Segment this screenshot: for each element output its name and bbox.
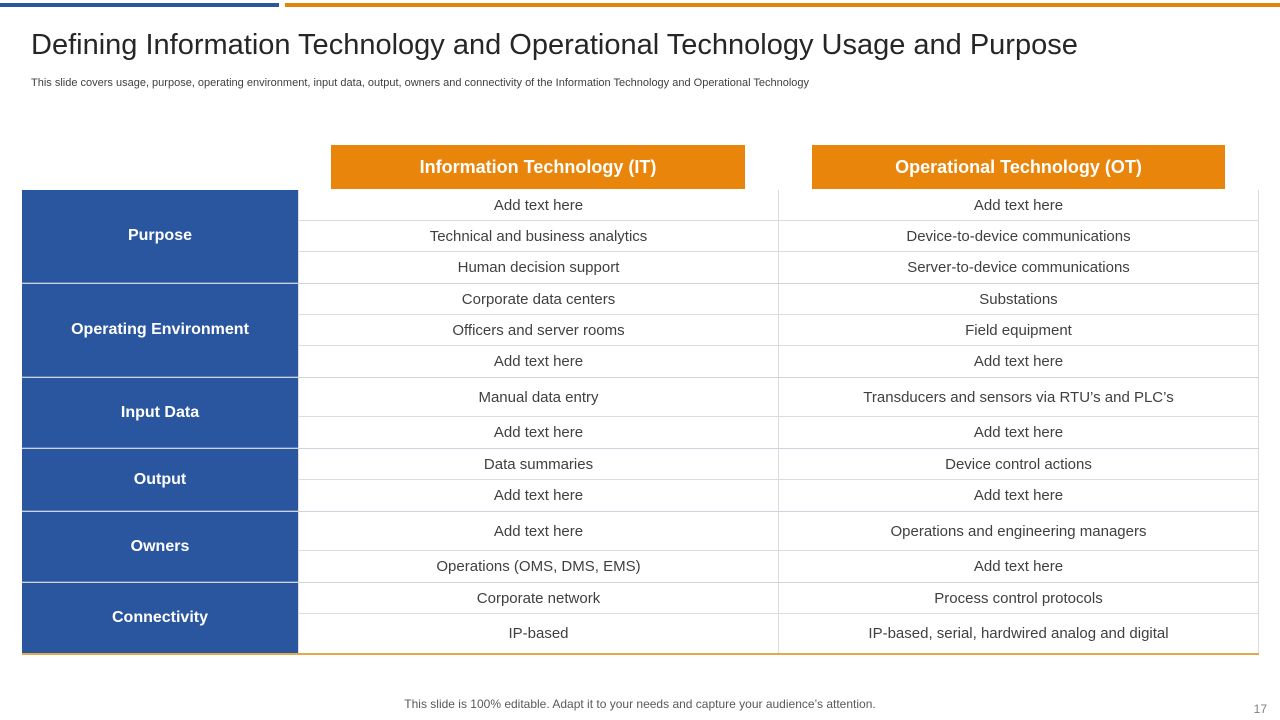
ot-cell: Transducers and sensors via RTU’s and PL… (779, 378, 1259, 416)
ot-cell: Process control protocols (779, 583, 1259, 613)
it-cell: Add text here (298, 512, 779, 550)
it-cell: Data summaries (298, 449, 779, 479)
it-cell: Human decision support (298, 252, 779, 283)
group-connectivity: Connectivity Corporate network Process c… (22, 583, 1259, 653)
it-cell: Corporate network (298, 583, 779, 613)
table-row: Corporate data centers Substations (298, 284, 1259, 315)
ot-cell: Add text here (779, 417, 1259, 448)
group-output: Output Data summaries Device control act… (22, 449, 1259, 512)
column-header-ot: Operational Technology (OT) (812, 145, 1225, 189)
table-row: Add text here Operations and engineering… (298, 512, 1259, 551)
it-cell: Technical and business analytics (298, 221, 779, 251)
group-purpose: Purpose Add text here Add text here Tech… (22, 190, 1259, 284)
column-header-it: Information Technology (IT) (331, 145, 745, 189)
ot-cell: Add text here (779, 551, 1259, 582)
group-input-data: Input Data Manual data entry Transducers… (22, 378, 1259, 449)
group-label: Purpose (22, 190, 298, 283)
ot-cell: IP-based, serial, hardwired analog and d… (779, 614, 1259, 653)
table-row: Officers and server rooms Field equipmen… (298, 315, 1259, 346)
table-row: IP-based IP-based, serial, hardwired ana… (298, 614, 1259, 653)
ot-cell: Add text here (779, 480, 1259, 511)
slide-title: Defining Information Technology and Oper… (31, 29, 1078, 61)
table-row: Human decision support Server-to-device … (298, 252, 1259, 283)
it-cell: Manual data entry (298, 378, 779, 416)
comparison-table: Purpose Add text here Add text here Tech… (22, 190, 1259, 655)
page-number: 17 (1253, 702, 1267, 716)
table-row: Add text here Add text here (298, 346, 1259, 377)
table-row: Corporate network Process control protoc… (298, 583, 1259, 614)
ot-cell: Server-to-device communications (779, 252, 1259, 283)
top-accent-bar-orange (285, 3, 1280, 7)
table-row: Operations (OMS, DMS, EMS) Add text here (298, 551, 1259, 582)
group-label: Operating Environment (22, 284, 298, 377)
ot-cell: Device-to-device communications (779, 221, 1259, 251)
it-cell: Add text here (298, 346, 779, 377)
ot-cell: Add text here (779, 190, 1259, 220)
table-row: Data summaries Device control actions (298, 449, 1259, 480)
slide-footer-note: This slide is 100% editable. Adapt it to… (404, 697, 876, 711)
it-cell: Add text here (298, 480, 779, 511)
ot-cell: Operations and engineering managers (779, 512, 1259, 550)
it-cell: IP-based (298, 614, 779, 653)
it-cell: Operations (OMS, DMS, EMS) (298, 551, 779, 582)
ot-cell: Field equipment (779, 315, 1259, 345)
ot-cell: Device control actions (779, 449, 1259, 479)
table-row: Add text here Add text here (298, 417, 1259, 448)
ot-cell: Add text here (779, 346, 1259, 377)
top-accent-bar-blue (0, 3, 279, 7)
group-label: Input Data (22, 378, 298, 448)
table-row: Add text here Add text here (298, 480, 1259, 511)
it-cell: Officers and server rooms (298, 315, 779, 345)
group-owners: Owners Add text here Operations and engi… (22, 512, 1259, 583)
it-cell: Add text here (298, 417, 779, 448)
group-label: Owners (22, 512, 298, 582)
table-row: Add text here Add text here (298, 190, 1259, 221)
table-row: Manual data entry Transducers and sensor… (298, 378, 1259, 417)
group-label: Output (22, 449, 298, 511)
it-cell: Add text here (298, 190, 779, 220)
group-operating-environment: Operating Environment Corporate data cen… (22, 284, 1259, 378)
table-row: Technical and business analytics Device-… (298, 221, 1259, 252)
ot-cell: Substations (779, 284, 1259, 314)
group-label: Connectivity (22, 583, 298, 653)
it-cell: Corporate data centers (298, 284, 779, 314)
slide-subtitle: This slide covers usage, purpose, operat… (31, 77, 810, 89)
